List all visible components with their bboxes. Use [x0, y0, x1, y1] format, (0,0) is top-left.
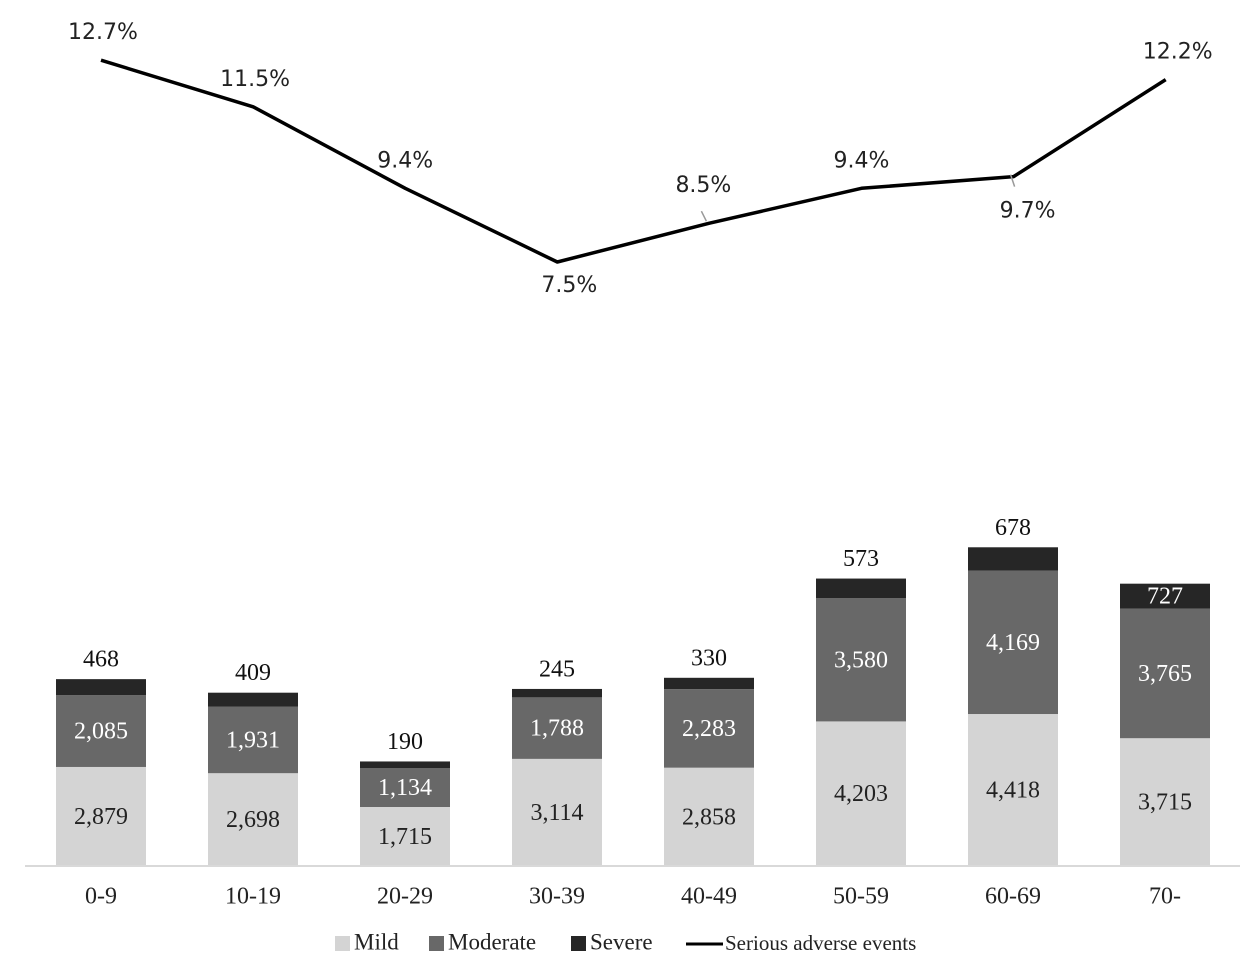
bar-segment-severe-40-49	[664, 677, 754, 690]
line-label-40-49: 8.5%	[675, 173, 731, 198]
bar-segment-moderate-30-39	[512, 697, 602, 759]
data-label-mild-40-49: 2,858	[682, 804, 736, 830]
line-label-10-19: 11.5%	[220, 67, 290, 92]
bar-segment-mild-70-	[1120, 738, 1210, 866]
legend-item-mild: Mild	[335, 929, 399, 954]
data-label-severe-60-69: 678	[995, 515, 1031, 541]
data-label-moderate-0-9: 2,085	[74, 719, 128, 745]
x-tick-label-30-39: 30-39	[529, 884, 585, 910]
serious-events-line	[100, 58, 1167, 264]
legend: Mild Moderate Severe Serious adverse events	[335, 929, 916, 955]
x-tick-label-0-9: 0-9	[85, 884, 117, 910]
x-tick-label-10-19: 10-19	[225, 884, 281, 910]
data-label-mild-30-39: 3,114	[530, 800, 583, 826]
serious-events-line-group: 12.7% 11.5% 9.4% 7.5% 8.5% 9.4% 9.7% 12.2%	[68, 20, 1213, 298]
bar-segment-mild-50-59	[816, 721, 906, 866]
data-label-mild-10-19: 2,698	[226, 807, 280, 833]
data-label-mild-0-9: 2,879	[74, 804, 128, 830]
bar-segment-moderate-10-19	[208, 706, 298, 774]
line-label-50-59: 9.4%	[834, 148, 890, 173]
x-tick-label-50-59: 50-59	[833, 884, 889, 910]
data-label-mild-50-59: 4,203	[834, 781, 888, 807]
legend-item-moderate-label: Moderate	[448, 929, 536, 954]
legend-item-severe: Severe	[571, 929, 653, 954]
x-tick-label-70-: 70-	[1149, 884, 1181, 910]
bar-segment-severe-70-	[1120, 583, 1210, 609]
legend-item-mild-label: Mild	[354, 929, 399, 954]
data-label-moderate-10-19: 1,931	[226, 727, 280, 753]
bar-segment-mild-40-49	[664, 767, 754, 866]
data-label-mild-60-69: 4,418	[986, 778, 1040, 804]
bar-segment-severe-20-29	[360, 761, 450, 768]
bar-segment-moderate-20-29	[360, 767, 450, 808]
bar-segment-severe-50-59	[816, 578, 906, 599]
bar-group: 2,879 2,085 468 2,698 1,931 409 1,715 1,134 190 3…	[56, 515, 1210, 866]
data-label-moderate-70-: 3,765	[1138, 661, 1192, 687]
leader-line-60-69	[1009, 174, 1016, 187]
line-label-60-69: 9.7%	[1000, 199, 1056, 224]
data-label-severe-0-9: 468	[83, 647, 119, 673]
data-label-severe-70-: 727	[1147, 584, 1183, 610]
bar-segment-severe-10-19	[208, 692, 298, 707]
x-tick-label-40-49: 40-49	[681, 884, 737, 910]
data-label-mild-70-: 3,715	[1138, 790, 1192, 816]
bar-segment-mild-0-9	[56, 766, 146, 866]
x-tick-label-20-29: 20-29	[377, 884, 433, 910]
bar-segment-mild-20-29	[360, 807, 450, 866]
legend-item-serious-events: Serious adverse events	[686, 931, 916, 955]
bar-segment-severe-0-9	[56, 679, 146, 696]
leader-line-40-49	[700, 210, 708, 222]
legend-item-serious-events-label: Serious adverse events	[725, 931, 916, 955]
bar-segment-moderate-50-59	[816, 598, 906, 722]
data-label-severe-40-49: 330	[691, 645, 727, 671]
line-label-30-39: 7.5%	[541, 273, 597, 298]
line-label-0-9: 12.7%	[68, 20, 138, 45]
bar-segment-severe-30-39	[512, 688, 602, 698]
legend-item-moderate-swatch	[429, 936, 444, 951]
legend-item-mild-swatch	[335, 936, 350, 951]
data-label-severe-30-39: 245	[539, 656, 575, 682]
data-label-moderate-40-49: 2,283	[682, 716, 736, 742]
data-label-moderate-30-39: 1,788	[530, 716, 584, 742]
data-label-mild-20-29: 1,715	[378, 824, 432, 850]
x-tick-label-60-69: 60-69	[985, 884, 1041, 910]
bar-segment-moderate-40-49	[664, 689, 754, 768]
legend-item-severe-label: Severe	[590, 929, 653, 954]
data-label-severe-10-19: 409	[235, 660, 271, 686]
line-label-70-: 12.2%	[1143, 40, 1213, 65]
bar-segment-moderate-70-	[1120, 608, 1210, 739]
data-label-severe-20-29: 190	[387, 729, 423, 755]
x-axis-tick-labels: 0-9 10-19 20-29 30-39 40-49 50-59 60-69 70-	[85, 884, 1181, 910]
bar-segment-mild-10-19	[208, 773, 298, 866]
bar-segment-mild-60-69	[968, 714, 1058, 866]
bar-segment-moderate-60-69	[968, 570, 1058, 715]
bar-segment-mild-30-39	[512, 758, 602, 866]
data-label-severe-50-59: 573	[843, 546, 879, 572]
line-label-20-29: 9.4%	[377, 148, 433, 173]
legend-item-moderate: Moderate	[429, 929, 536, 954]
data-label-moderate-50-59: 3,580	[834, 647, 888, 673]
bar-segment-moderate-0-9	[56, 695, 146, 767]
data-label-moderate-20-29: 1,134	[378, 775, 432, 801]
legend-item-severe-swatch	[571, 936, 586, 951]
bar-segment-severe-60-69	[968, 547, 1058, 571]
data-label-moderate-60-69: 4,169	[986, 630, 1040, 656]
